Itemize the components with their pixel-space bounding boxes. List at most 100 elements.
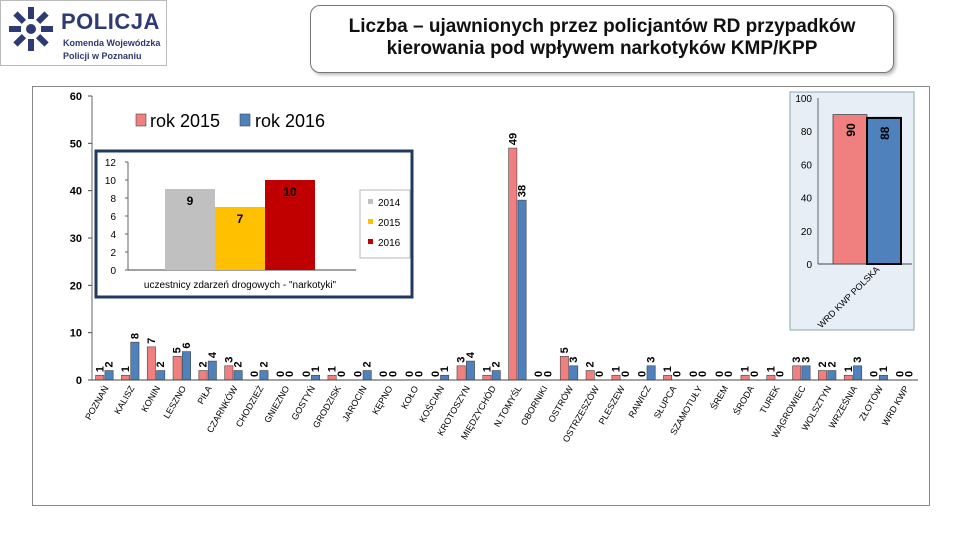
main-data-label: 0 [533, 371, 545, 377]
inset-right-bar-2016 [866, 116, 902, 265]
inset-right-data-label: 90 [844, 123, 858, 137]
inset-right-y-tick-label: 60 [801, 160, 813, 171]
main-y-tick-label: 60 [70, 91, 82, 103]
main-x-tick-label: OBORNIKI [519, 384, 550, 427]
inset-left-legend-swatch [368, 219, 373, 224]
main-data-label: 0 [671, 371, 683, 377]
main-x-tick-label: SŁUPCA [652, 384, 679, 420]
main-data-label: 0 [336, 371, 348, 377]
inset-left-data-label: 10 [283, 185, 297, 199]
main-data-label: 0 [697, 371, 709, 377]
main-bar-2016 [646, 365, 656, 381]
main-bar-2015 [843, 374, 853, 381]
main-bar-2016 [104, 370, 114, 381]
inset-right-y-tick-label: 40 [801, 194, 813, 205]
main-bar-2015 [121, 374, 131, 381]
main-data-label: 3 [568, 357, 580, 363]
main-data-label: 2 [258, 361, 270, 367]
main-data-label: 0 [636, 371, 648, 377]
main-data-label: 0 [620, 371, 632, 377]
main-bar-2016 [207, 360, 217, 381]
title-line-2: kierowania pod wpływem narkotyków KMP/KP… [386, 38, 818, 59]
main-data-label: 2 [198, 361, 210, 367]
main-data-label: 6 [181, 342, 193, 348]
main-data-label: 1 [120, 366, 132, 372]
inset-left-legend-swatch [368, 239, 373, 244]
main-x-tick-label: JAROCIN [340, 384, 368, 423]
main-data-label: 0 [387, 371, 399, 377]
main-bar-2016 [827, 370, 837, 381]
main-bar-2016 [801, 365, 811, 381]
main-data-label: 49 [507, 133, 519, 145]
main-bar-2016 [853, 365, 863, 381]
main-data-label: 0 [430, 371, 442, 377]
chart-frame [32, 86, 930, 506]
main-x-tick-label: TUREK [758, 384, 782, 415]
main-bar-2016 [311, 374, 320, 381]
main-bar-2016 [182, 351, 191, 381]
main-bar-2015 [792, 365, 802, 381]
main-data-label: 2 [362, 361, 374, 367]
main-data-label: 0 [542, 371, 554, 377]
main-data-label: 5 [559, 347, 571, 353]
main-data-label: 1 [310, 366, 322, 372]
main-data-label: 1 [439, 366, 451, 372]
inset-left-y-tick-label: 4 [110, 230, 116, 241]
police-star-icon [9, 7, 53, 51]
main-data-label: 2 [491, 361, 503, 367]
main-data-label: 2 [826, 361, 838, 367]
main-data-label: 3 [223, 357, 235, 363]
logo-title: POLICJA [61, 9, 160, 34]
main-bar-2016 [130, 341, 140, 381]
inset-left-frame [94, 149, 414, 299]
main-x-tick-label: ŚRODA [730, 384, 756, 417]
main-y-tick-label: 30 [70, 233, 82, 245]
main-x-tick-label: KALISZ [112, 384, 136, 416]
legend-swatch-2015 [135, 113, 147, 127]
main-data-label: 3 [646, 357, 658, 363]
inset-left-legend-label: 2014 [378, 198, 401, 209]
main-data-label: 3 [800, 357, 812, 363]
legend-label-2015: rok 2015 [150, 111, 220, 131]
inset-left-y-tick-label: 0 [110, 266, 116, 277]
logo-subtitle-2: Policji w Poznaniu [63, 51, 142, 61]
legend-label-2016: rok 2016 [255, 111, 325, 131]
main-bar-2015 [482, 374, 492, 381]
main-bar-2016 [569, 365, 579, 381]
main-data-label: 0 [249, 371, 261, 377]
inset-right-y-tick-label: 100 [795, 94, 812, 105]
inset-right-y-tick-label: 0 [806, 260, 812, 271]
main-bar-2016 [259, 370, 269, 381]
main-x-tick-label: OSTRÓW [546, 384, 575, 425]
inset-left-bar-2014 [165, 189, 215, 270]
main-data-label: 2 [233, 361, 245, 367]
main-bar-2016 [156, 370, 166, 381]
police-logo: POLICJA Komenda Wojewódzka Policji w Poz… [0, 0, 167, 66]
main-data-label: 8 [129, 333, 141, 339]
main-bar-2016 [491, 370, 501, 381]
inset-left-y-tick-label: 2 [110, 248, 116, 259]
main-y-tick-label: 20 [70, 280, 82, 292]
main-data-label: 2 [585, 361, 597, 367]
main-data-label: 7 [146, 338, 158, 344]
main-x-tick-label: PLESZEW [597, 384, 627, 427]
main-data-label: 0 [749, 371, 761, 377]
title-box: Liczba – ujawnionych przez policjantów R… [310, 5, 894, 73]
main-data-label: 0 [723, 371, 735, 377]
main-x-tick-label: KONIN [139, 384, 162, 414]
title-line-1: Liczba – ujawnionych przez policjantów R… [348, 16, 856, 37]
inset-left-y-tick-label: 8 [110, 194, 116, 205]
main-bar-2016 [362, 370, 372, 381]
inset-left-x-label: uczestnicy zdarzeń drogowych - "narkotyk… [144, 280, 337, 291]
main-data-label: 5 [172, 347, 184, 353]
main-bar-2016 [465, 360, 475, 381]
main-bar-2016 [878, 374, 888, 381]
main-y-tick-label: 40 [70, 186, 82, 198]
inset-left-bar-2015 [215, 207, 265, 270]
inset-left-legend-swatch [368, 199, 373, 204]
main-x-tick-label: GNIEZNO [262, 384, 291, 425]
main-y-tick-label: 10 [70, 328, 82, 340]
main-data-label: 0 [301, 371, 313, 377]
inset-left-y-tick-label: 10 [105, 176, 117, 187]
